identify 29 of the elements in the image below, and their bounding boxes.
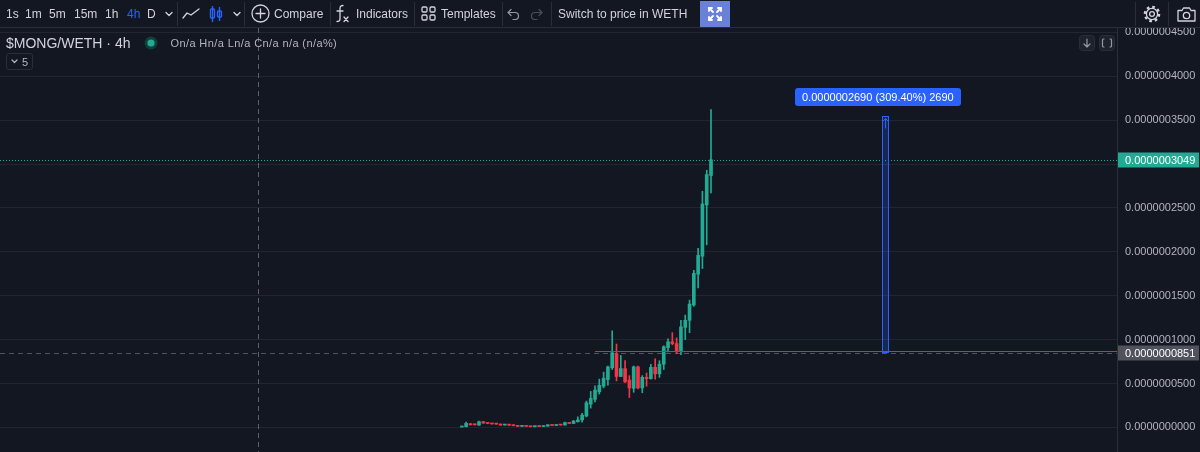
toggle-button: 5	[6, 53, 34, 70]
measure-badge: 0.0000002690 (309.40%) 2690	[795, 88, 961, 106]
text: 4h	[127, 5, 141, 23]
y-tick-label: 0.0000002500	[1125, 200, 1196, 213]
y-tick-label: 0.0000003500	[1125, 113, 1196, 126]
text: Switch to price in WETH	[558, 5, 688, 23]
text: 1h	[105, 5, 119, 23]
y-tick-label: 0.0000000500	[1125, 376, 1196, 389]
ref-line-label: 0.0000003049	[1125, 153, 1196, 166]
annotation: 5	[22, 55, 29, 68]
text: 1m	[25, 5, 42, 23]
y-tick-label: 0.0000002000	[1125, 244, 1196, 257]
text: Indicators	[356, 5, 409, 23]
text: Compare	[274, 5, 324, 23]
ref-line-label: 0.0000000851	[1125, 346, 1196, 359]
text: 1s	[6, 5, 19, 23]
y-tick-label: 0.0000004500	[1125, 25, 1196, 38]
y-tick-label: 0.0000001500	[1125, 288, 1196, 301]
text: $MONG/WETH · 4h	[6, 35, 131, 51]
text: D	[147, 5, 156, 23]
candlestick	[507, 423, 511, 426]
annotation: On/a Hn/a Ln/a Cn/a n/a (n/a%)	[170, 37, 338, 49]
text: Templates	[441, 5, 496, 23]
y-tick-label: 0.0000001000	[1125, 332, 1196, 345]
y-tick-label: 0.0000004000	[1125, 69, 1196, 82]
candlestick	[502, 423, 507, 426]
text: 5m	[49, 5, 66, 23]
y-tick-label: 0.0000000000	[1125, 420, 1196, 433]
text: 15m	[74, 5, 98, 23]
